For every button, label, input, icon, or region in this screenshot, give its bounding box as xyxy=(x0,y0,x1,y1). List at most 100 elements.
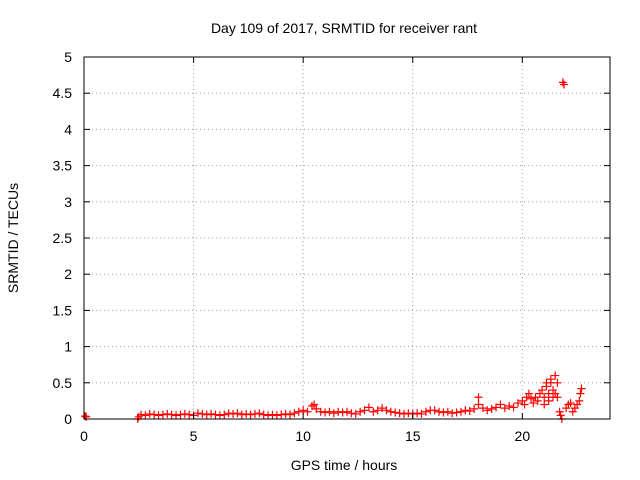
data-point xyxy=(496,400,505,409)
data-point xyxy=(310,400,319,409)
y-axis-label: SRMTID / TECUs xyxy=(5,183,21,293)
data-point xyxy=(399,409,408,418)
data-point xyxy=(259,410,268,419)
data-point xyxy=(513,399,522,408)
y-tick-label: 3.5 xyxy=(53,158,73,174)
data-point xyxy=(509,403,518,412)
data-point xyxy=(356,407,365,416)
data-point xyxy=(167,410,176,419)
data-point xyxy=(544,396,553,405)
data-point xyxy=(150,410,159,419)
data-point xyxy=(575,396,584,405)
data-point xyxy=(154,411,163,420)
x-tick-label: 15 xyxy=(405,428,421,444)
data-point xyxy=(417,409,426,418)
data-point xyxy=(180,409,189,418)
data-point xyxy=(551,371,560,380)
data-point xyxy=(198,409,207,418)
y-tick-label: 1 xyxy=(64,339,72,355)
data-point xyxy=(176,410,185,419)
data-point xyxy=(299,406,308,415)
data-point xyxy=(538,386,547,395)
data-point xyxy=(316,407,325,416)
data-point xyxy=(576,389,585,398)
data-point xyxy=(329,409,338,418)
data-point xyxy=(369,407,378,416)
data-point xyxy=(413,409,422,418)
data-point xyxy=(281,409,290,418)
data-point xyxy=(233,409,242,418)
data-point xyxy=(255,409,264,418)
data-point xyxy=(321,408,330,417)
data-point xyxy=(193,409,202,418)
data-point xyxy=(303,407,312,416)
data-point xyxy=(553,393,562,402)
data-point xyxy=(487,404,496,413)
data-point xyxy=(391,408,400,417)
data-point xyxy=(378,404,387,413)
data-point xyxy=(448,409,457,418)
data-point xyxy=(312,404,321,413)
data-point xyxy=(294,407,303,416)
data-point xyxy=(290,409,299,418)
y-tick-label: 1.5 xyxy=(53,302,73,318)
data-point xyxy=(566,399,575,408)
data-point xyxy=(224,409,233,418)
y-tick-labels: 0 0.5 1 1.5 2 2.5 3 3.5 4 4.5 5 xyxy=(53,49,73,427)
data-point xyxy=(343,407,351,416)
data-point xyxy=(529,399,538,408)
y-tick-label: 3 xyxy=(64,194,72,210)
x-tick-label: 5 xyxy=(190,428,198,444)
chart-title: Day 109 of 2017, SRMTID for receiver ran… xyxy=(211,20,477,36)
data-points xyxy=(81,78,586,423)
data-point xyxy=(577,384,586,393)
data-point xyxy=(172,411,181,420)
data-point xyxy=(211,410,220,419)
axis-ticks xyxy=(83,56,610,420)
data-point xyxy=(277,410,286,419)
data-point xyxy=(163,409,172,418)
data-point xyxy=(351,409,360,418)
data-point xyxy=(483,406,492,415)
grid-lines xyxy=(84,57,610,419)
data-point xyxy=(215,411,224,420)
data-point xyxy=(478,404,487,413)
data-point xyxy=(158,410,167,419)
data-point xyxy=(338,408,347,417)
y-tick-label: 0 xyxy=(64,411,72,427)
data-point xyxy=(373,406,382,415)
data-point xyxy=(229,409,238,418)
data-point xyxy=(220,410,229,419)
data-point xyxy=(465,407,474,416)
data-point xyxy=(443,407,452,416)
data-point xyxy=(272,411,281,420)
data-point xyxy=(555,407,564,416)
data-point xyxy=(470,404,479,413)
data-point xyxy=(474,400,483,409)
data-point xyxy=(386,407,395,416)
data-point xyxy=(559,80,568,89)
data-point xyxy=(533,396,542,405)
data-point xyxy=(347,409,356,418)
data-point xyxy=(540,393,549,402)
x-tick-label: 10 xyxy=(295,428,311,444)
data-point xyxy=(250,409,259,418)
data-point xyxy=(360,406,369,415)
data-point xyxy=(524,389,533,398)
data-point xyxy=(505,401,514,410)
data-point xyxy=(185,410,194,419)
y-tick-label: 4.5 xyxy=(53,85,73,101)
data-point xyxy=(325,407,334,416)
data-point xyxy=(540,400,549,409)
data-point xyxy=(202,410,211,419)
data-point xyxy=(556,411,565,420)
x-tick-label: 20 xyxy=(515,428,531,444)
data-point xyxy=(461,406,470,415)
data-point xyxy=(492,403,501,412)
data-point xyxy=(141,411,150,420)
data-point xyxy=(527,394,536,403)
data-point xyxy=(430,406,439,415)
data-point xyxy=(242,409,251,418)
data-point xyxy=(474,393,483,402)
